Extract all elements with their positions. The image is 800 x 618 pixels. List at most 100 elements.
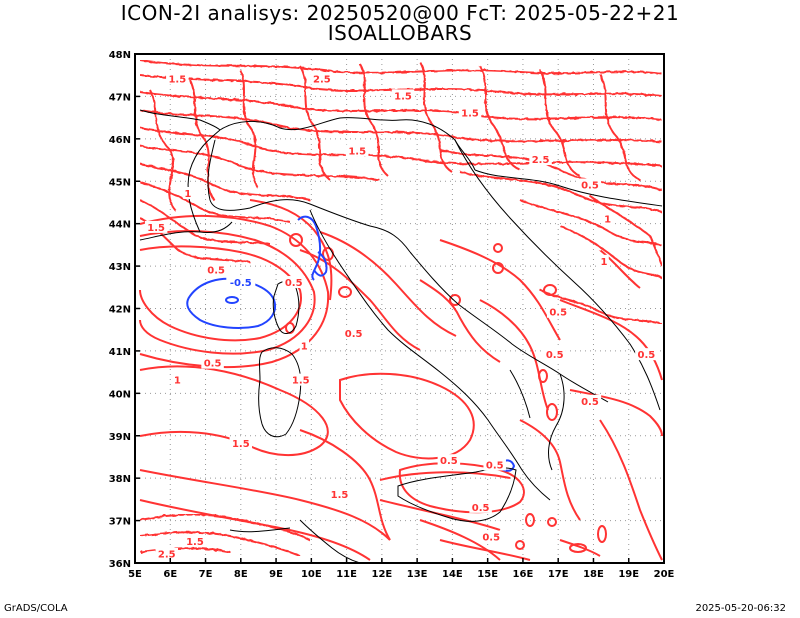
contour-label: 0.5: [581, 397, 599, 408]
lat-tick-label: 42N: [109, 305, 131, 316]
contour-label-background: [458, 106, 482, 119]
lat-tick-label: 41N: [109, 347, 131, 358]
lat-tick-label: 38N: [109, 474, 131, 485]
lat-tick-label: 43N: [109, 262, 131, 273]
contour-label: 2.5: [158, 550, 176, 561]
contour-label: 0.5: [581, 180, 599, 191]
contour-label: 0.5: [440, 456, 458, 467]
contour-label: 1: [174, 376, 181, 387]
contour-label: 0.5: [207, 265, 225, 276]
lat-tick-label: 44N: [109, 220, 131, 231]
contour-label-background: [183, 186, 193, 199]
contour-label: 1.5: [147, 223, 165, 234]
contour-label: 1.5: [232, 439, 250, 450]
contour-label: 1: [601, 257, 608, 268]
contour-label: 0.5: [546, 350, 564, 361]
contour-label-background: [469, 500, 492, 513]
contour-label-background: [479, 530, 503, 543]
lon-tick-label: 15E: [477, 569, 498, 580]
lon-tick-label: 16E: [513, 569, 534, 580]
lat-tick-label: 39N: [109, 432, 131, 443]
contour-label-background: [483, 458, 506, 471]
contour-label-background: [299, 339, 310, 352]
contour-label: 0.5: [285, 278, 303, 289]
contour-label-background: [289, 373, 313, 386]
lat-tick-label: 36N: [109, 559, 131, 570]
contour-label-background: [391, 89, 415, 102]
lat-lon-grid: [135, 54, 664, 563]
lat-tick-label: 46N: [109, 135, 131, 146]
lon-tick-label: 8E: [234, 569, 248, 580]
map-title: ICON-2I analisys: 20250520@00 FcT: 2025-…: [120, 1, 680, 25]
lon-tick-label: 20E: [654, 569, 675, 580]
contour-label-background: [543, 348, 566, 361]
contour-label-background: [310, 72, 334, 85]
contour-label: 1.5: [348, 147, 366, 158]
contour-labels: 1.5 2.5 1.5 1.5 1.5 2.5 1 1.5 0.5 1 1 0.5 -0.5 0.5 0.5…: [144, 72, 658, 561]
contour-label-background: [529, 153, 552, 166]
lon-tick-label: 14E: [442, 569, 463, 580]
lat-tick-label: 37N: [109, 517, 131, 528]
software-credit: GrADS/COLA: [4, 603, 68, 614]
contour-label-background: [172, 373, 183, 386]
contour-label-background: [437, 454, 461, 467]
contour-label: 2.5: [313, 74, 331, 85]
render-timestamp: 2025-05-20-06:32: [695, 603, 786, 614]
lon-tick-label: 18E: [583, 569, 604, 580]
contour-label-background: [183, 534, 207, 547]
contour-label: 1.5: [168, 74, 186, 85]
contour-label: 1: [604, 214, 611, 225]
contour-label: 0.5: [549, 308, 567, 319]
lat-tick-label: 45N: [109, 177, 131, 188]
contour-label: 1.5: [461, 108, 479, 119]
lon-tick-label: 5E: [128, 569, 142, 580]
contour-label: 1: [301, 342, 308, 353]
contour-label: 1.5: [331, 490, 349, 501]
positive-isoallobar-contours: [139, 59, 663, 561]
lat-tick-label: 47N: [109, 92, 131, 103]
contour-label-background: [578, 394, 602, 407]
contour-label: 0.5: [482, 533, 500, 544]
contour-label-background: [345, 144, 369, 157]
contour-label: 0.5: [345, 329, 363, 340]
contour-label: 2.5: [532, 155, 550, 166]
lon-tick-label: 12E: [371, 569, 392, 580]
lon-tick-label: 19E: [618, 569, 639, 580]
contour-label-background: [226, 276, 256, 289]
lon-tick-label: 9E: [269, 569, 283, 580]
lat-tick-label: 40N: [109, 389, 131, 400]
contour-label-background: [602, 212, 613, 225]
contour-label: 1.5: [186, 537, 204, 548]
contour-label-background: [229, 437, 253, 450]
contour-label: -0.5: [230, 278, 252, 289]
contour-label-background: [282, 276, 305, 289]
contour-label-background: [144, 220, 168, 233]
contour-label-background: [578, 178, 602, 191]
contour-label: 0.5: [472, 503, 490, 514]
contour-label-background: [599, 254, 609, 267]
contour-label-background: [204, 263, 228, 276]
lon-tick-label: 7E: [199, 569, 213, 580]
contour-label-background: [201, 356, 224, 369]
contour-label: 1.5: [292, 376, 310, 387]
contour-label-background: [328, 488, 351, 501]
lon-tick-label: 10E: [301, 569, 322, 580]
contour-label: 0.5: [486, 460, 504, 471]
contour-label-background: [546, 305, 570, 318]
lat-tick-label: 48N: [109, 50, 131, 61]
axis-ticks: 5E 6E 7E 8E 9E 10E 11E 12E 13E 14E 15E 16E 17E 18E 19E…: [109, 50, 675, 580]
contour-label: 0.5: [204, 359, 222, 370]
contour-label: 1.5: [394, 91, 412, 102]
lon-tick-label: 11E: [336, 569, 357, 580]
lon-tick-label: 6E: [163, 569, 177, 580]
lon-tick-label: 17E: [548, 569, 569, 580]
contour-label-background: [166, 72, 189, 85]
map-subtitle: ISOALLOBARS: [327, 21, 473, 45]
negative-isoallobar-contours: [186, 215, 516, 472]
contour-label-background: [635, 348, 658, 361]
contour-label-background: [155, 547, 178, 560]
contour-label-background: [342, 326, 365, 339]
contour-label: 0.5: [638, 350, 656, 361]
lon-tick-label: 13E: [407, 569, 428, 580]
